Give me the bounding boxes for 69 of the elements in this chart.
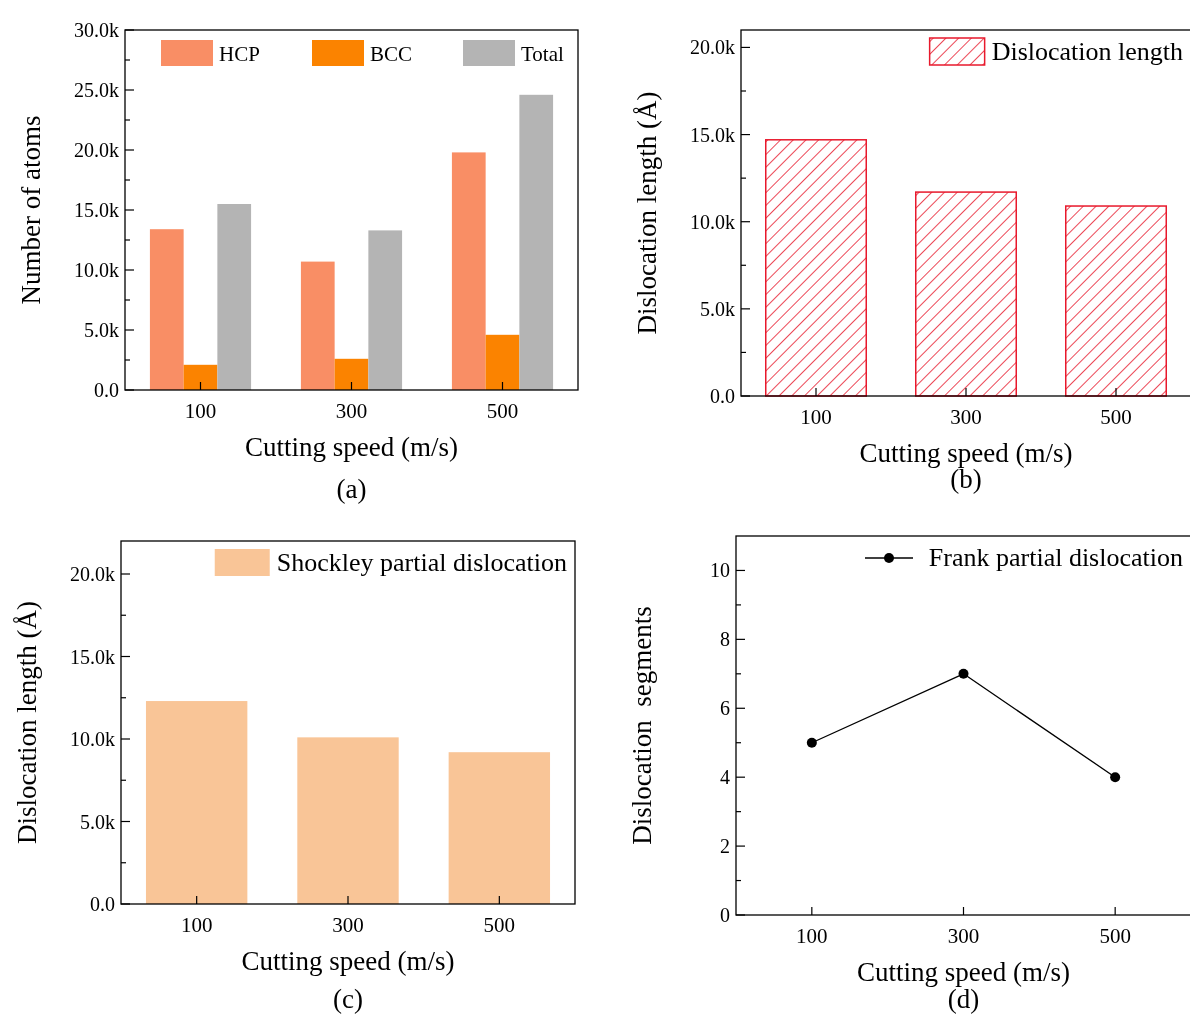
legend-label: Shockley partial dislocation [276, 548, 567, 577]
y-tick-label: 5.0k [84, 319, 119, 341]
bar [368, 230, 403, 390]
point [1110, 772, 1121, 783]
y-axis-title: Dislocation length (Å) [12, 601, 42, 844]
bar [765, 139, 867, 397]
y-tick-label: 0.0 [710, 385, 735, 407]
bar [451, 152, 486, 390]
text: (c) [333, 984, 363, 1014]
x-tick-label: 500 [1100, 405, 1132, 429]
y-tick-label: 15.0k [74, 199, 119, 221]
bar [300, 261, 335, 390]
bar [183, 364, 218, 390]
x-tick-label: 300 [950, 405, 982, 429]
x-tick-label: 100 [180, 913, 213, 937]
x-tick-label: 100 [800, 405, 832, 429]
x-axis-title: Cutting speed (m/s) [241, 946, 455, 976]
x-tick-label: 300 [332, 913, 364, 937]
x-axis-title: Cutting speed (m/s) [859, 438, 1073, 468]
y-tick-label: 6 [720, 697, 730, 720]
y-tick-label: 20.0k [70, 563, 115, 585]
y-tick-label: 0.0 [90, 893, 115, 915]
y-tick-label: 4 [720, 766, 730, 789]
x-tick-label: 500 [486, 399, 519, 423]
legend-label: BCC [370, 42, 413, 66]
x-tick-label: 500 [1099, 924, 1131, 948]
bar [519, 94, 554, 390]
y-axis-title: Dislocation segments [627, 606, 657, 845]
x-tick-label: 300 [335, 399, 368, 423]
x-axis-title: Cutting speed (m/s) [857, 957, 1070, 987]
y-tick-label: 15.0k [690, 123, 735, 146]
x-tick-label: 300 [947, 924, 980, 948]
y-tick-label: 20.0k [74, 139, 119, 161]
x-tick-label: 100 [184, 399, 217, 423]
legend-label: Dislocation length [991, 37, 1183, 66]
bar [1065, 205, 1167, 397]
y-tick-label: 8 [720, 628, 730, 651]
y-tick-label: 2 [720, 835, 730, 858]
y-tick-label: 15.0k [70, 645, 115, 668]
legend-label: Total [521, 42, 565, 66]
x-tick-label: 500 [483, 913, 516, 937]
x-tick-label: 100 [796, 924, 828, 948]
y-tick-label: 25.0k [74, 79, 119, 101]
y-tick-label: 0.0 [94, 379, 119, 401]
bar [145, 701, 248, 904]
bar [334, 358, 369, 390]
text: (a) [336, 474, 367, 504]
y-tick-label: 30.0k [74, 19, 119, 41]
y-tick-label: 10.0k [70, 728, 115, 750]
bar [217, 204, 252, 390]
legend-label: Frank partial dislocation [928, 543, 1183, 572]
legend-label: HCP [219, 42, 260, 66]
bar [485, 334, 520, 390]
y-tick-label: 10.0k [690, 210, 735, 233]
y-axis-title: Dislocation length (Å) [632, 91, 662, 335]
y-tick-label: 5.0k [700, 297, 735, 320]
point [958, 668, 969, 679]
bar [915, 191, 1017, 397]
bar [149, 229, 184, 390]
y-tick-label: 0 [720, 904, 730, 926]
y-axis-title: Number of atoms [16, 115, 46, 305]
y-tick-label: 5.0k [80, 810, 115, 833]
point [806, 737, 817, 748]
bar [297, 737, 399, 904]
bar [448, 752, 551, 904]
y-tick-label: 20.0k [690, 36, 735, 59]
y-tick-label: 10.0k [74, 259, 119, 281]
y-tick-label: 10 [710, 559, 730, 582]
x-axis-title: Cutting speed (m/s) [245, 432, 458, 462]
